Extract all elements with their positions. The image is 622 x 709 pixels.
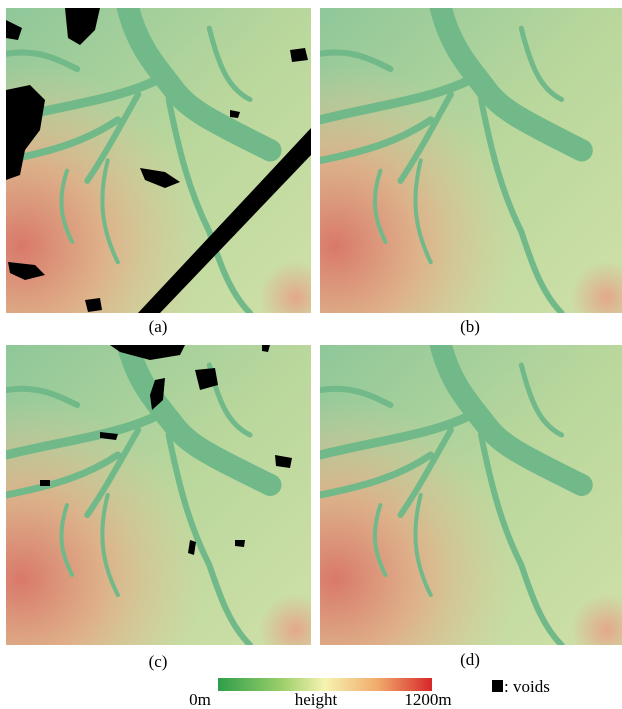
panel-label: (d) [460, 650, 480, 669]
panel-label: (b) [460, 317, 480, 336]
void [235, 540, 245, 547]
colorbar-max-label: 1200m [404, 690, 451, 709]
panel-label: (c) [149, 652, 168, 671]
voids-swatch [492, 680, 503, 692]
dem-image [320, 345, 622, 645]
void [85, 298, 102, 312]
dem-image [6, 8, 311, 313]
void [290, 48, 308, 62]
void [40, 480, 50, 486]
figure: (a) (b) (c) (d) 0m height 1200m : voids [0, 0, 622, 709]
page: Void filling figure html, body { margin:… [0, 0, 622, 709]
colorbar-min-label: 0m [189, 690, 211, 709]
dem-image [320, 8, 622, 313]
colorbar-label: height [295, 690, 338, 709]
panel-label: (a) [149, 317, 168, 336]
page-body: {"panels": [{"label": "(a)"}, {"label": … [0, 0, 622, 709]
legend-label: : voids [504, 677, 550, 696]
